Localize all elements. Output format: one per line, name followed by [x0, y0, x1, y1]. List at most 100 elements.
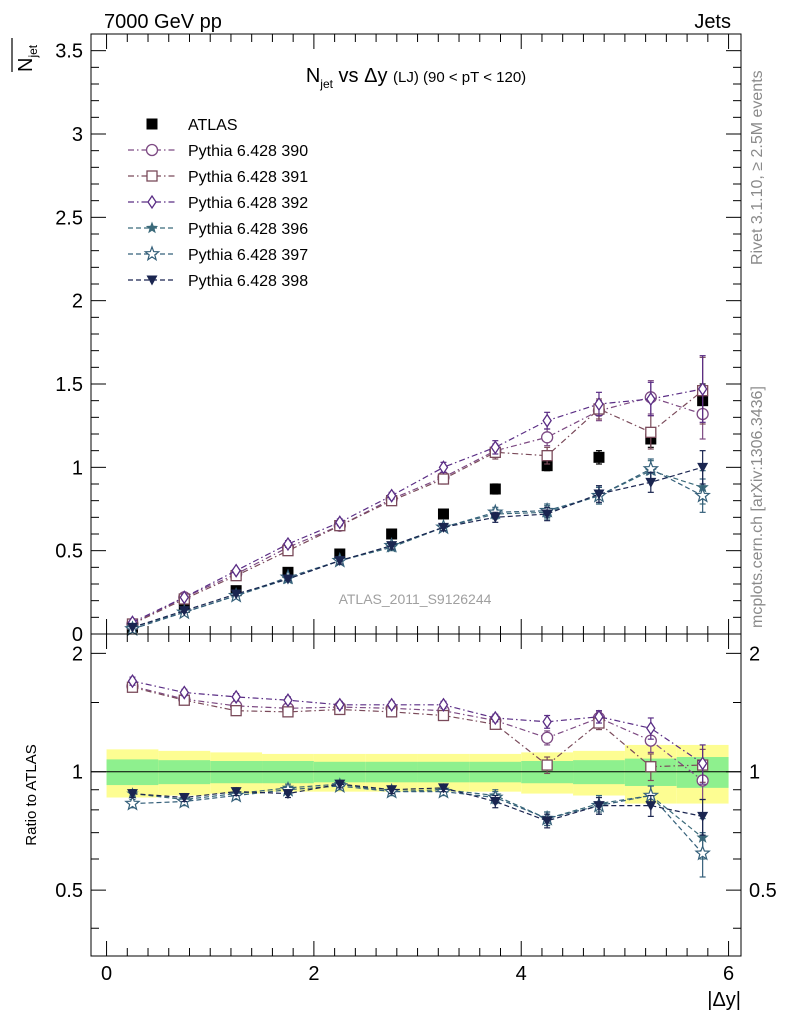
ratio-uncertainty-bands: [106, 744, 729, 804]
ratio-panel-frame: [90, 633, 742, 957]
ratio-panel: 0.5 0.5 1 1 2 2 0 2 4 6 Ratio to ATLAS |Δy|: [23, 633, 777, 1011]
main-point: [541, 509, 553, 520]
ratio-point: [386, 785, 398, 796]
ratio-series-pythia-6-428-392: [127, 673, 708, 785]
title-tail: (90 < pT < 120): [419, 69, 526, 86]
ratio-y-axis: 0.5 0.5 1 1 2 2: [55, 643, 777, 929]
ratio-series-layer: [124, 673, 711, 878]
main-series-pythia-6-428-398: [126, 450, 709, 633]
legend-label: Pythia 6.428 397: [188, 247, 308, 264]
main-point: [645, 426, 657, 438]
ratio-point: [490, 710, 501, 726]
ratio-y-tick-label-right: 0.5: [749, 880, 777, 902]
ratio-point: [282, 706, 294, 718]
ratio-point: [282, 789, 294, 800]
main-line-pythia-6-428-391: [132, 390, 703, 625]
ratio-point: [489, 797, 501, 808]
main-point: [438, 460, 449, 475]
main-point: [490, 440, 501, 455]
main-y-tick-label: 2: [72, 291, 83, 313]
main-point: [334, 556, 346, 567]
main-y-tick-label: 2.5: [55, 207, 83, 229]
main-point: [697, 462, 709, 473]
ratio-point: [127, 673, 138, 689]
ratio-point: [334, 779, 346, 790]
main-point: [540, 431, 554, 444]
main-point: [593, 489, 605, 500]
legend-marker: [147, 194, 157, 210]
ratio-y-tick-label: 2: [72, 643, 83, 665]
y-label-sub: jet: [26, 44, 40, 58]
x-axis-label: |Δy|: [707, 989, 741, 1011]
ratio-point: [437, 783, 449, 794]
main-x-axis: [106, 34, 730, 634]
mcplots-label: mcplots.cern.ch [arXiv:1306.3436]: [749, 386, 766, 628]
main-y-axis-label: Njet: [11, 38, 40, 72]
main-panel: 0 0.5 1 1.5 2 2.5 3 3.5 Njet Njet vs Δy (LJ) (9…: [11, 33, 742, 646]
ratio-point: [124, 794, 141, 811]
main-point: [697, 381, 708, 397]
legend-entry-pythia-6-428-391: Pythia 6.428 391: [128, 169, 308, 186]
main-point: [335, 515, 345, 530]
ratio-line-pythia-6-428-398: [132, 783, 703, 822]
legend-entry-pythia-6-428-392: Pythia 6.428 392: [128, 194, 308, 212]
main-y-tick-label: 1.5: [55, 374, 83, 396]
main-point: [282, 574, 294, 585]
ratio-point: [694, 844, 711, 861]
main-point: [541, 460, 553, 472]
legend-label: Pythia 6.428 391: [188, 169, 308, 186]
main-series-pythia-6-428-392: [127, 355, 708, 630]
main-series-pythia-6-428-397: [124, 458, 711, 637]
x-tick-label: 0: [101, 963, 112, 985]
main-point: [386, 528, 398, 540]
ratio-series-pythia-6-428-398: [126, 779, 709, 836]
main-point: [126, 622, 138, 633]
main-point: [386, 488, 397, 503]
ratio-point: [335, 697, 345, 712]
legend-entry-atlas: ATLAS: [146, 117, 238, 134]
ratio-point: [386, 697, 397, 712]
x-tick-label: 2: [308, 963, 319, 985]
ratio-point: [542, 714, 552, 729]
ratio-y-tick-label: 0.5: [55, 880, 83, 902]
main-point: [386, 541, 398, 552]
ratio-point: [437, 709, 450, 722]
title-sub: jet: [319, 77, 333, 91]
ratio-point: [645, 761, 657, 773]
legend-entry-pythia-6-428-398: Pythia 6.428 398: [128, 273, 308, 290]
analysis-watermark: ATLAS_2011_S9126244: [339, 591, 492, 607]
ratio-point: [438, 697, 449, 712]
ratio-point: [540, 731, 554, 744]
ratio-x-axis: 0 2 4 6: [101, 634, 734, 985]
y-label-main: N: [15, 58, 37, 72]
main-series-pythia-6-428-391: [126, 356, 709, 630]
header-left: 7000 GeV pp: [104, 11, 222, 33]
plot-title: Njet vs Δy (LJ) (90 < pT < 120): [306, 65, 526, 91]
ratio-line-pythia-6-428-396: [132, 783, 703, 839]
ratio-line-pythia-6-428-390: [132, 685, 703, 781]
main-series-layer: [124, 355, 711, 637]
main-line-pythia-6-428-398: [132, 466, 703, 628]
title-small: (LJ): [393, 69, 419, 86]
ratio-point: [645, 801, 657, 812]
legend-marker: [146, 118, 158, 130]
legend-entry-pythia-6-428-397: Pythia 6.428 397: [128, 245, 308, 264]
ratio-point: [541, 816, 553, 827]
main-point: [593, 451, 605, 463]
main-point: [542, 413, 552, 428]
legend: ATLAS Pythia 6.428 390 Pythia 6.428 391 Pyt…: [128, 117, 308, 290]
main-y-tick-label: 1: [72, 457, 83, 479]
main-point: [437, 522, 449, 533]
legend-marker: [145, 143, 159, 157]
ratio-point: [541, 759, 553, 771]
ratio-point: [283, 693, 293, 708]
legend-label: Pythia 6.428 396: [188, 221, 308, 238]
main-point: [178, 606, 190, 617]
ratio-point: [594, 709, 604, 724]
main-point: [179, 590, 190, 605]
main-y-tick-label: 0: [72, 624, 83, 646]
main-point: [283, 536, 293, 552]
legend-marker: [146, 170, 158, 182]
ratio-y-tick-label: 1: [72, 762, 83, 784]
title-rest: vs Δy: [333, 65, 393, 87]
